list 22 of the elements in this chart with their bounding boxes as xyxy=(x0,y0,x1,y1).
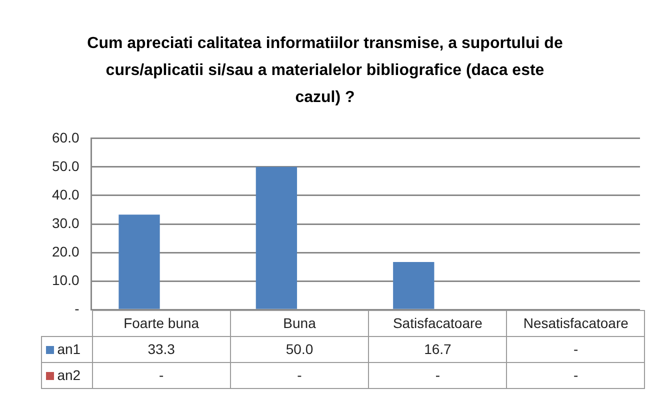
text: - xyxy=(574,341,578,358)
data-label: 33.3 xyxy=(92,336,230,362)
y-tick-label: - xyxy=(74,300,80,316)
text: - xyxy=(158,367,164,384)
x-tick-label: Buna xyxy=(230,310,369,336)
y-tick-label: 20.0 xyxy=(52,243,80,260)
x-tick-label: Nesatisfacatoare xyxy=(506,310,645,336)
y-tick-label: 30.0 xyxy=(52,214,80,231)
chart-title: Cum apreciati calitatea informatiilor transmise, a suportului de curs/aplicatii si/sau a materialelor bibliografice (daca este cazul) ? xyxy=(86,34,564,108)
legend-label: an1 xyxy=(42,336,92,362)
data-label: 50.0 xyxy=(230,336,369,362)
text: - xyxy=(574,367,578,384)
y-tick-label: 60.0 xyxy=(52,129,80,146)
data-label: 16.7 xyxy=(368,336,507,362)
y-tick-label: 50.0 xyxy=(52,158,80,174)
text: - xyxy=(297,367,302,384)
x-tick-label: Foarte buna xyxy=(92,310,230,336)
y-tick-label: 10.0 xyxy=(52,272,80,288)
y-tick-label: 40.0 xyxy=(52,186,80,202)
legend-label: an2 xyxy=(42,362,92,388)
text: - xyxy=(435,367,440,384)
x-tick-label: Satisfacatoare xyxy=(368,310,507,336)
